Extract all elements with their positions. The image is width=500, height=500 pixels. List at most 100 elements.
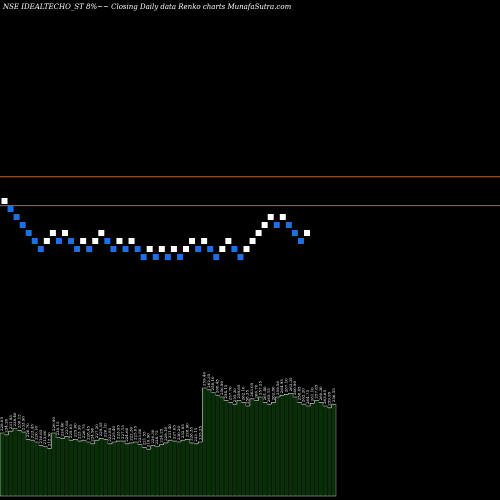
volume-label: 264.95 [279, 379, 284, 393]
volume-label: 212.30 [47, 432, 52, 446]
renko-brick [237, 254, 244, 260]
renko-brick [92, 238, 99, 244]
volume-label: 233.90 [21, 416, 26, 430]
volume-label: 258.35 [245, 390, 250, 404]
renko-brick [25, 230, 32, 236]
renko-brick [152, 254, 159, 260]
volume-label: 225.05 [133, 426, 138, 440]
renko-brick [189, 238, 196, 244]
renko-brick [297, 238, 304, 244]
volume-label: 259.95 [327, 391, 332, 405]
volume-label: 229.10 [163, 426, 168, 440]
renko-brick [183, 246, 189, 252]
volume-label: 261.10 [309, 387, 314, 401]
volume-label: 231.40 [167, 424, 172, 438]
renko-brick [80, 238, 87, 244]
volume-label: 260.45 [215, 379, 220, 393]
renko-bricks [1, 198, 310, 260]
renko-brick [285, 222, 292, 228]
volume-label: 223.95 [115, 425, 120, 439]
volume-label: 223.80 [137, 428, 142, 442]
renko-brick [207, 246, 214, 252]
renko-brick [49, 230, 56, 236]
renko-brick [146, 246, 153, 252]
chart-title: NSE IDEALTECHO_ST 8%~~ Closing Daily dat… [2, 3, 292, 11]
volume-label: 226.75 [81, 424, 86, 438]
renko-brick [219, 246, 226, 252]
renko-brick [55, 238, 62, 244]
volume-label: 232.85 [180, 424, 185, 438]
volume-label: 222.85 [107, 427, 112, 441]
renko-brick [304, 230, 310, 236]
renko-brick [86, 246, 93, 252]
renko-brick [158, 246, 165, 252]
volume-label: 230.15 [55, 421, 60, 435]
renko-brick [225, 238, 232, 244]
volume-label: 255.30 [232, 388, 237, 402]
volume-label: 254.15 [223, 384, 228, 398]
renko-brick [19, 222, 26, 228]
renko-brick [31, 238, 38, 244]
volume-label: 216.85 [38, 429, 43, 443]
volume-label: 228.75 [154, 430, 159, 444]
volume-label: 263.35 [288, 377, 293, 391]
volume-label: 227.85 [64, 420, 69, 434]
volume-label: 224.60 [124, 427, 129, 441]
volume-label: 262.35 [206, 373, 211, 387]
volume-label: 224.40 [59, 422, 64, 436]
volume-label: 258.10 [210, 376, 215, 390]
renko-brick [134, 246, 141, 252]
renko-brick [213, 254, 220, 260]
volume-label: 262.80 [271, 386, 276, 400]
volume-label: 261.40 [262, 386, 267, 400]
volume-label: 228.45 [85, 426, 90, 440]
renko-brick [13, 214, 20, 220]
volume-label: 220.10 [34, 426, 39, 440]
volume-label: 221.55 [141, 431, 146, 445]
renko-brick [195, 246, 202, 252]
volume-label: 236.15 [16, 414, 21, 428]
volume-label: 227.15 [120, 425, 125, 439]
renko-brick [122, 246, 129, 252]
volume-labels: 228.05 234.20 231.95 238.40 236.15 233.90 226.… [0, 372, 336, 448]
renko-brick [110, 246, 117, 252]
volume-label: 227.65 [171, 425, 176, 439]
volume-label: 229.05 [68, 424, 73, 438]
volume-label: 260.70 [253, 384, 258, 398]
volume-label: 226.10 [103, 423, 108, 437]
renko-brick [243, 246, 250, 252]
renko-brick [164, 254, 171, 260]
volume-label: 224.90 [90, 427, 95, 441]
volume-label: 267.10 [283, 378, 288, 392]
volume-label: 264.75 [305, 390, 310, 404]
renko-brick [98, 230, 105, 236]
volume-label: 262.20 [301, 388, 306, 402]
volume-label: 256.90 [219, 381, 224, 395]
renko-brick [170, 246, 177, 252]
volume-label: 260.30 [318, 386, 323, 400]
renko-brick [231, 246, 238, 252]
volume-label: 234.20 [3, 418, 8, 432]
renko-brick [273, 222, 280, 228]
reference-lines [0, 176, 500, 207]
volume-label: 235.25 [197, 426, 202, 440]
volume-label: 231.95 [8, 415, 13, 429]
renko-brick [116, 238, 123, 244]
volume-label: 258.45 [296, 386, 301, 400]
volume-label: 263.05 [249, 382, 254, 396]
volume-label: 238.40 [12, 412, 17, 426]
volume-label: 228.05 [0, 417, 4, 431]
renko-brick [104, 238, 111, 244]
renko-brick [74, 246, 81, 252]
volume-label: 259.40 [202, 372, 207, 386]
renko-brick [249, 238, 256, 244]
volume-label: 229.35 [98, 422, 103, 436]
renko-brick [128, 238, 135, 244]
renko-brick [62, 230, 68, 236]
volume-panel [0, 387, 337, 497]
volume-label: 257.70 [227, 386, 232, 400]
volume-label: 223.45 [29, 424, 34, 438]
renko-brick [261, 222, 268, 228]
volume-label: 265.15 [266, 388, 271, 402]
